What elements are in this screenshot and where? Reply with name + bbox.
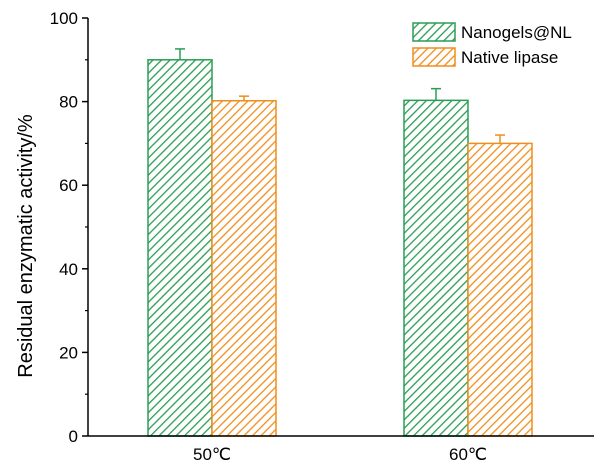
x-tick-label: 60℃ [449,445,487,461]
y-axis-title: Residual enzymatic activity/% [15,114,37,378]
legend-label-1: Native lipase [461,48,558,67]
legend-swatch-0 [412,22,456,42]
legend: Nanogels@NL Native lipase [412,22,572,67]
x-tick-label: 50℃ [193,445,231,461]
bar-native-0 [211,100,277,437]
bars-layer [147,59,533,437]
legend-label-0: Nanogels@NL [461,23,572,42]
y-tick-label: 100 [50,9,78,28]
bar-nanogels-1 [403,99,469,437]
y-tick-label: 0 [69,427,78,446]
error-bars-layer [175,48,505,144]
y-tick-label: 40 [59,260,78,279]
y-tick-label: 20 [59,343,78,362]
y-tick-label: 60 [59,176,78,195]
bar-nanogels-0 [147,59,213,437]
y-tick-label: 80 [59,93,78,112]
legend-swatch-1 [412,47,456,67]
axes-layer: 50℃ 60℃ 0 20 40 60 80 100 [50,9,594,464]
bar-native-1 [467,142,533,437]
